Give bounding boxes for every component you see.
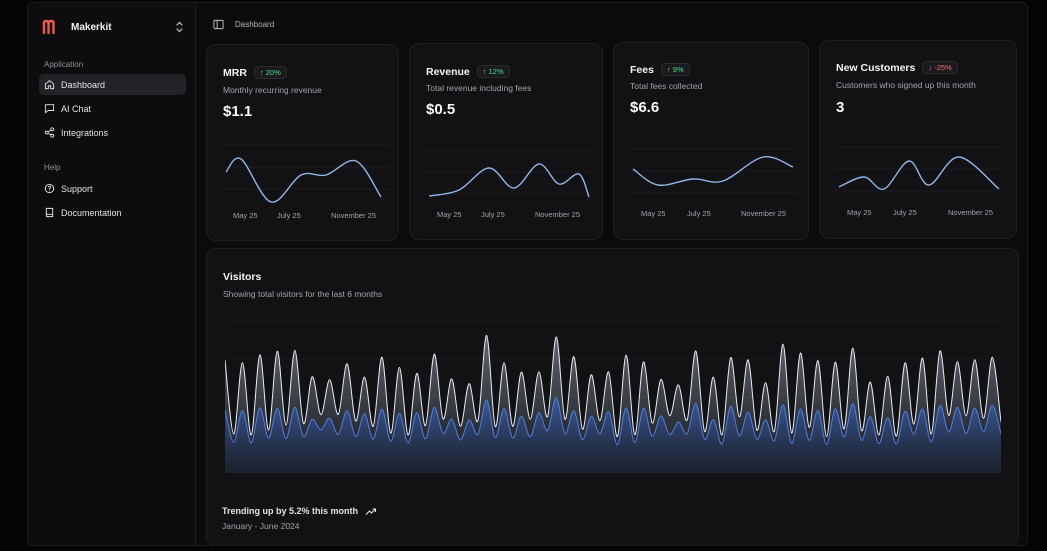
workspace-switcher[interactable]: Makerkit	[42, 17, 186, 37]
sidebar-item-documentation[interactable]: Documentation	[39, 202, 186, 223]
chat-icon	[44, 104, 55, 114]
trend-badge: ↑ 9%	[660, 63, 690, 76]
card-title: New Customers ↓ -25%	[836, 61, 958, 74]
sidebar-item-integrations[interactable]: Integrations	[39, 122, 186, 143]
sidebar-item-ai-chat[interactable]: AI Chat	[39, 98, 186, 119]
sparkline	[225, 157, 382, 203]
sparkline	[838, 156, 1000, 190]
home-icon	[44, 80, 55, 90]
sparkline-chart	[834, 146, 1004, 192]
card-value: 3	[836, 99, 845, 116]
chevrons-up-down-icon	[176, 21, 183, 33]
trend-badge: ↑ 12%	[476, 65, 510, 78]
card-value: $6.6	[630, 99, 660, 116]
date-range: January - June 2024	[222, 521, 300, 531]
card-title: MRR ↑ 20%	[223, 66, 287, 79]
x-tick-label: November 25	[948, 208, 994, 217]
sidebar-item-label: Integrations	[61, 127, 109, 138]
fees-card: Fees ↑ 9% Total fees collected $6.6 May 25 Ju…	[613, 42, 809, 240]
x-tick-label: May 25	[847, 208, 872, 217]
nav-group-application: Application	[44, 60, 84, 69]
trend-badge: ↑ 20%	[253, 66, 287, 79]
help-circle-icon	[44, 183, 55, 194]
desktop-line	[225, 334, 1001, 438]
sidebar-item-label: Documentation	[61, 207, 122, 218]
card-subtitle: Customers who signed up this month	[836, 80, 976, 90]
card-title-text: MRR	[223, 66, 247, 79]
x-tick-label: November 25	[535, 210, 581, 219]
sidebar-item-dashboard[interactable]: Dashboard	[39, 74, 186, 95]
makerkit-logo-icon	[42, 19, 55, 35]
visitors-title: Visitors	[223, 271, 262, 283]
x-tick-label: May 25	[437, 210, 462, 219]
card-subtitle: Total revenue including fees	[426, 83, 532, 93]
sparkline-chart	[221, 144, 391, 203]
visitors-card: Visitors Showing total visitors for the …	[206, 248, 1019, 545]
x-tick-label: November 25	[331, 211, 377, 220]
card-title-text: Fees	[630, 63, 654, 76]
x-tick-label: July 25	[277, 211, 301, 220]
nav-group-help: Help	[44, 163, 61, 172]
x-tick-label: July 25	[481, 210, 505, 219]
mobile-line	[225, 396, 1001, 446]
x-tick-label: May 25	[641, 209, 666, 218]
app-window: Makerkit Application Dashboard AI Chat I…	[27, 2, 1028, 546]
visitors-area-chart	[225, 320, 1001, 473]
revenue-card: Revenue ↑ 12% Total revenue including fees…	[409, 43, 603, 240]
sidebar-item-support[interactable]: Support	[39, 178, 186, 199]
sidebar-toggle-icon[interactable]	[213, 19, 224, 30]
x-tick-label: July 25	[893, 208, 917, 217]
sidebar-item-label: Support	[61, 183, 93, 194]
new-customers-card: New Customers ↓ -25% Customers who signed …	[819, 40, 1017, 239]
share-icon	[44, 127, 55, 138]
sparkline-chart	[424, 149, 594, 198]
sidebar-item-label: AI Chat	[61, 103, 92, 114]
sparkline-chart	[628, 148, 798, 194]
trending-up-icon	[365, 507, 377, 515]
trend-badge: ↓ -25%	[922, 61, 958, 74]
card-title: Revenue ↑ 12%	[426, 65, 510, 78]
card-value: $1.1	[223, 103, 253, 120]
sidebar-item-label: Dashboard	[61, 79, 106, 90]
book-icon	[45, 207, 54, 218]
card-title-text: Revenue	[426, 65, 470, 78]
x-tick-label: May 25	[233, 211, 258, 220]
mrr-card: MRR ↑ 20% Monthly recurring revenue $1.1 May…	[206, 44, 399, 241]
trend-text: Trending up by 5.2% this month	[222, 506, 359, 516]
card-subtitle: Total fees collected	[630, 81, 703, 91]
trend-summary: Trending up by 5.2% this month	[222, 506, 377, 516]
sparkline	[428, 163, 590, 198]
card-subtitle: Monthly recurring revenue	[223, 85, 322, 95]
visitors-subtitle: Showing total visitors for the last 6 mo…	[223, 289, 383, 299]
breadcrumb: Dashboard	[235, 20, 275, 29]
x-tick-label: July 25	[687, 209, 711, 218]
x-tick-label: November 25	[741, 209, 787, 218]
sidebar: Makerkit Application Dashboard AI Chat I…	[28, 3, 196, 545]
top-bar: Dashboard	[196, 3, 1027, 41]
workspace-name: Makerkit	[71, 21, 112, 33]
mobile-area	[225, 397, 1001, 473]
card-title-text: New Customers	[836, 61, 916, 74]
sparkline	[632, 156, 794, 186]
card-title: Fees ↑ 9%	[630, 63, 690, 76]
card-value: $0.5	[426, 101, 456, 118]
